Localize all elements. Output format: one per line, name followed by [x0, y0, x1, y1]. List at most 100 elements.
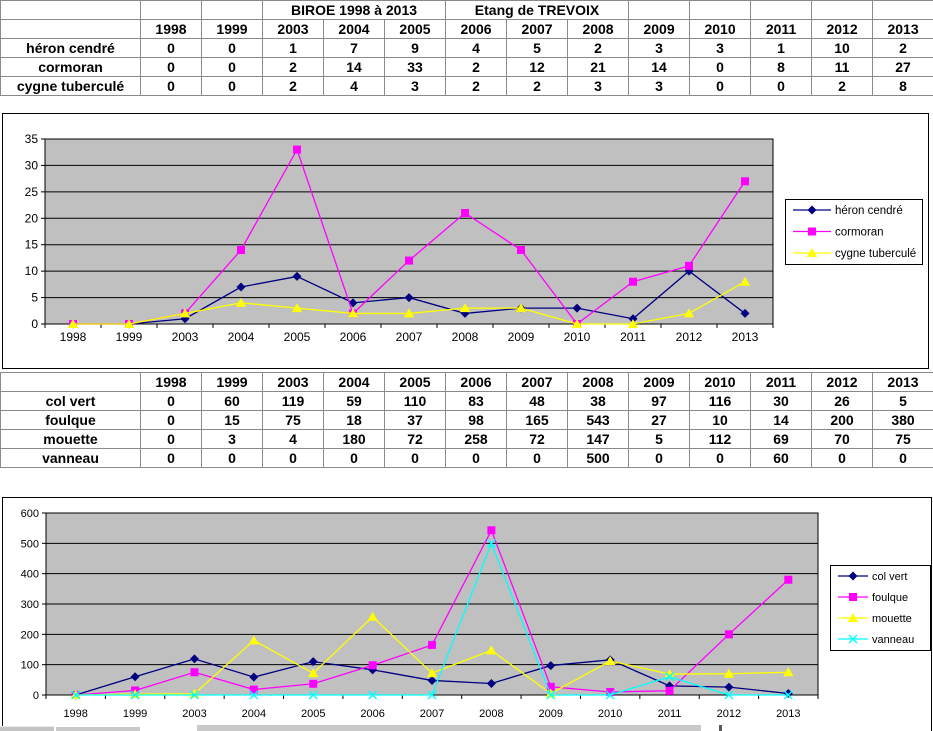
value-cell[interactable]: 0: [628, 448, 690, 468]
year-header-cell[interactable]: 2007: [506, 19, 569, 39]
value-cell[interactable]: 0: [201, 57, 263, 77]
year-header-cell[interactable]: 2005: [384, 372, 446, 392]
value-cell[interactable]: 3: [628, 76, 691, 96]
year-header-cell[interactable]: 2006: [445, 372, 507, 392]
value-cell[interactable]: 0: [262, 448, 324, 468]
empty-cell[interactable]: [140, 0, 202, 20]
year-header-cell[interactable]: 1999: [201, 19, 263, 39]
value-cell[interactable]: 112: [689, 429, 751, 449]
value-cell[interactable]: 72: [384, 429, 446, 449]
value-cell[interactable]: 4: [323, 76, 385, 96]
year-header-cell[interactable]: 2011: [750, 372, 812, 392]
value-cell[interactable]: 258: [445, 429, 507, 449]
row-label-cell[interactable]: mouette: [0, 429, 141, 449]
row-label-cell[interactable]: héron cendré: [0, 38, 141, 58]
value-cell[interactable]: 14: [323, 57, 385, 77]
value-cell[interactable]: 8: [750, 57, 813, 77]
value-cell[interactable]: 2: [506, 76, 569, 96]
value-cell[interactable]: 5: [628, 429, 690, 449]
value-cell[interactable]: 3: [201, 429, 263, 449]
value-cell[interactable]: 59: [323, 391, 385, 411]
value-cell[interactable]: 0: [445, 448, 507, 468]
value-cell[interactable]: 2: [445, 76, 508, 96]
value-cell[interactable]: 98: [445, 410, 507, 430]
empty-cell[interactable]: [628, 0, 691, 20]
value-cell[interactable]: 70: [811, 429, 873, 449]
value-cell[interactable]: 48: [506, 391, 568, 411]
value-cell[interactable]: 0: [750, 76, 813, 96]
year-header-cell[interactable]: 2011: [750, 19, 813, 39]
value-cell[interactable]: 0: [811, 448, 873, 468]
year-header-cell[interactable]: 2013: [872, 19, 933, 39]
year-header-cell[interactable]: 1998: [140, 19, 202, 39]
year-header-cell[interactable]: 2003: [262, 19, 324, 39]
value-cell[interactable]: 0: [140, 429, 202, 449]
value-cell[interactable]: 1: [750, 38, 813, 58]
value-cell[interactable]: 0: [140, 410, 202, 430]
value-cell[interactable]: 30: [750, 391, 812, 411]
value-cell[interactable]: 2: [262, 76, 324, 96]
value-cell[interactable]: 0: [140, 57, 202, 77]
value-cell[interactable]: 2: [811, 76, 874, 96]
value-cell[interactable]: 119: [262, 391, 324, 411]
value-cell[interactable]: 110: [384, 391, 446, 411]
biroe-title-cell[interactable]: BIROE 1998 à 2013: [261, 0, 447, 20]
value-cell[interactable]: 21: [567, 57, 630, 77]
year-header-cell[interactable]: 2012: [811, 19, 874, 39]
value-cell[interactable]: 200: [811, 410, 873, 430]
empty-cell[interactable]: [201, 0, 263, 20]
value-cell[interactable]: 2: [445, 57, 508, 77]
empty-cell[interactable]: [750, 0, 813, 20]
value-cell[interactable]: 3: [567, 76, 630, 96]
row-label-cell[interactable]: cormoran: [0, 57, 141, 77]
empty-cell[interactable]: [872, 0, 933, 20]
year-header-cell[interactable]: 1999: [201, 372, 263, 392]
chart-1-birds-1998-2013[interactable]: 0 5 10 15 20 25 30 35 1998 1999 2003 2004 2005 2006 20…: [2, 113, 930, 369]
value-cell[interactable]: 0: [201, 448, 263, 468]
year-header-cell[interactable]: 2009: [628, 372, 690, 392]
empty-cell[interactable]: [689, 0, 752, 20]
value-cell[interactable]: 180: [323, 429, 385, 449]
value-cell[interactable]: 543: [567, 410, 629, 430]
value-cell[interactable]: 8: [872, 76, 933, 96]
year-header-cell[interactable]: 2004: [323, 19, 385, 39]
etang-title-cell[interactable]: Etang de TREVOIX: [445, 0, 630, 20]
value-cell[interactable]: 0: [201, 76, 263, 96]
value-cell[interactable]: 380: [872, 410, 933, 430]
value-cell[interactable]: 2: [567, 38, 630, 58]
value-cell[interactable]: 0: [506, 448, 568, 468]
value-cell[interactable]: 0: [140, 391, 202, 411]
year-header-cell[interactable]: 1998: [140, 372, 202, 392]
value-cell[interactable]: 116: [689, 391, 751, 411]
value-cell[interactable]: 2: [262, 57, 324, 77]
value-cell[interactable]: 7: [323, 38, 385, 58]
value-cell[interactable]: 0: [140, 76, 202, 96]
value-cell[interactable]: 3: [689, 38, 752, 58]
year-header-cell[interactable]: 2013: [872, 372, 933, 392]
value-cell[interactable]: 83: [445, 391, 507, 411]
value-cell[interactable]: 15: [201, 410, 263, 430]
value-cell[interactable]: 4: [445, 38, 508, 58]
value-cell[interactable]: 0: [140, 448, 202, 468]
value-cell[interactable]: 2: [872, 38, 933, 58]
value-cell[interactable]: 0: [384, 448, 446, 468]
value-cell[interactable]: 10: [811, 38, 874, 58]
year-header-cell[interactable]: 2004: [323, 372, 385, 392]
year-header-cell[interactable]: 2005: [383, 19, 447, 39]
year-header-cell[interactable]: 2003: [262, 372, 324, 392]
row-label-cell[interactable]: cygne tuberculé: [0, 76, 141, 96]
value-cell[interactable]: 5: [872, 391, 933, 411]
value-cell[interactable]: 27: [872, 57, 933, 77]
empty-cell[interactable]: [0, 19, 141, 39]
year-header-cell[interactable]: 2009: [628, 19, 691, 39]
row-label-cell[interactable]: foulque: [0, 410, 141, 430]
empty-cell[interactable]: [0, 0, 141, 20]
value-cell[interactable]: 26: [811, 391, 873, 411]
empty-cell[interactable]: [0, 372, 141, 392]
sheet-tab-fragment[interactable]: [56, 726, 140, 731]
row-label-cell[interactable]: vanneau: [0, 448, 141, 468]
value-cell[interactable]: 75: [872, 429, 933, 449]
value-cell[interactable]: 37: [384, 410, 446, 430]
value-cell[interactable]: 60: [201, 391, 263, 411]
value-cell[interactable]: 75: [262, 410, 324, 430]
